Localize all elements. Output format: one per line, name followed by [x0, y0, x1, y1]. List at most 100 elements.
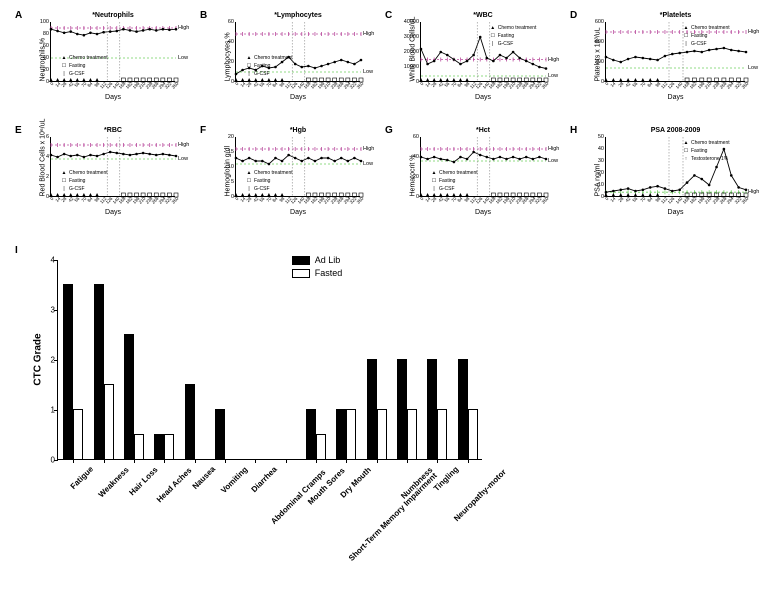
- panel-D: D*PlateletsPlatelets x 10³/uLDays0200400…: [570, 10, 755, 105]
- bar-group: [154, 434, 174, 459]
- panel-B: B*LymphocytesLymphocytes %Days0204060014…: [200, 10, 370, 105]
- panel-G: G*HctHematocrit %Days0204060014284256708…: [385, 125, 555, 220]
- legend-item: ☐Fasting: [683, 33, 730, 40]
- chart-title: PSA 2008-2009: [606, 127, 745, 134]
- high-label: High: [178, 142, 189, 148]
- panel-label: E: [15, 125, 22, 136]
- bar-group: [124, 334, 144, 459]
- y-axis-label: CTC Grade: [33, 285, 44, 435]
- chart-title: *Platelets: [606, 12, 745, 19]
- y-axis-label: Hematocrit %: [410, 137, 417, 197]
- high-label: High: [178, 25, 189, 31]
- y-tick: 20: [413, 174, 421, 180]
- x-tick: 350: [171, 196, 180, 205]
- legend-item: ☐Fasting: [246, 63, 293, 70]
- y-tick: 30: [598, 158, 606, 164]
- x-axis-label: Days: [421, 94, 545, 101]
- chart: *LymphocytesLymphocytes %Days02040600142…: [235, 22, 360, 82]
- y-tick: 80: [43, 31, 51, 37]
- panel-C: C*WBCWhite Blood Cells/uLDays01000020000…: [385, 10, 555, 105]
- x-tick-label: Weakness: [96, 465, 130, 499]
- legend: ▲Chemo treatment☐Fasting|G-CSF: [61, 170, 108, 194]
- bar-fasted: [104, 384, 114, 459]
- bar-adlib: [124, 334, 134, 459]
- bar-adlib: [336, 409, 346, 459]
- legend-item: ☐Fasting: [61, 63, 108, 70]
- panel-label: A: [15, 10, 22, 21]
- x-tick-label: Short-Term Memory Impairment: [347, 471, 439, 563]
- bar-fasted: [468, 409, 478, 459]
- y-tick: 400: [595, 39, 606, 45]
- y-tick: 600: [595, 19, 606, 25]
- chart-title: *Neutrophils: [51, 12, 175, 19]
- legend: ▲Chemo treatment☐Fasting|G-CSF: [61, 55, 108, 79]
- legend-item: ▲Chemo treatment: [61, 55, 108, 62]
- bar-group: [306, 409, 326, 459]
- y-tick: 200: [595, 59, 606, 65]
- y-tick: 20: [598, 170, 606, 176]
- x-tick: 350: [741, 196, 750, 205]
- legend-item: Ad Lib: [292, 255, 343, 265]
- legend-item: ☐Fasting: [490, 33, 537, 40]
- x-tick-label: Nausea: [190, 465, 216, 491]
- bar-fasted: [377, 409, 387, 459]
- legend-item: ↑Testosterone 1%: [683, 156, 730, 163]
- panel-label: H: [570, 125, 577, 136]
- bar-adlib: [367, 359, 377, 459]
- panel-I: I01234CTC GradeFatigueWeaknessHair LossH…: [15, 245, 485, 555]
- low-label: Low: [548, 158, 558, 164]
- y-tick: 60: [43, 43, 51, 49]
- y-tick: 10: [228, 164, 236, 170]
- bar-fasted: [134, 434, 144, 459]
- y-tick: 40: [43, 55, 51, 61]
- y-axis-label: Lymphocytes %: [225, 22, 232, 82]
- bar-group: [63, 284, 83, 459]
- bar-adlib: [458, 359, 468, 459]
- x-tick-label: Fatigue: [69, 465, 95, 491]
- x-axis-label: Days: [421, 209, 545, 216]
- legend: ▲Chemo treatment☐Fasting|G-CSF: [246, 170, 293, 194]
- legend-item: ☐Fasting: [61, 178, 108, 185]
- x-tick-label: Hair Loss: [127, 465, 159, 497]
- legend-item: ☐Fasting: [246, 178, 293, 185]
- y-axis-label: Platelets x 10³/uL: [595, 22, 602, 82]
- bar-group: [397, 359, 417, 459]
- high-label: High: [363, 146, 374, 152]
- high-label: High: [363, 31, 374, 37]
- bar-adlib: [215, 409, 225, 459]
- x-tick: 350: [741, 81, 750, 90]
- chart-title: *Hgb: [236, 127, 360, 134]
- high-label: High: [548, 146, 559, 152]
- x-tick-label: Diarrhea: [250, 465, 279, 494]
- legend: ▲Chemo treatment☐Fasting|G-CSF: [490, 25, 537, 49]
- y-tick: 15: [228, 149, 236, 155]
- legend-item: |G-CSF: [246, 71, 293, 78]
- chart: *HctHematocrit %Days02040600142842567084…: [420, 137, 545, 197]
- x-axis-label: Days: [236, 94, 360, 101]
- low-label: Low: [178, 55, 188, 61]
- x-tick: 14: [610, 81, 617, 88]
- x-tick-label: Vomiting: [219, 465, 249, 495]
- legend-item: ☐Fasting: [683, 148, 730, 155]
- bar-legend: Ad LibFasted: [292, 255, 343, 281]
- chart: *PlateletsPlatelets x 10³/uLDays02004006…: [605, 22, 745, 82]
- bar-plot-area: 01234CTC GradeFatigueWeaknessHair LossHe…: [57, 260, 482, 460]
- low-label: Low: [748, 65, 758, 71]
- x-tick-label: Head Aches: [155, 466, 194, 505]
- legend-item: |G-CSF: [246, 186, 293, 193]
- x-tick: 84: [647, 81, 654, 88]
- high-label: High: [548, 57, 559, 63]
- bar-adlib: [427, 359, 437, 459]
- y-tick: 50: [598, 134, 606, 140]
- bar-fasted: [407, 409, 417, 459]
- x-tick: 28: [617, 81, 624, 88]
- x-tick: 70: [639, 196, 646, 203]
- x-axis-label: Days: [236, 209, 360, 216]
- chart-title: *Hct: [421, 127, 545, 134]
- bar-fasted: [346, 409, 356, 459]
- high-label: High: [748, 29, 759, 35]
- legend-item: ▲Chemo treatment: [683, 140, 730, 147]
- chart: PSA 2008-2009PSA ng/mlDays01020304050014…: [605, 137, 745, 197]
- y-tick: 30000: [404, 34, 421, 40]
- y-tick: 20000: [404, 49, 421, 55]
